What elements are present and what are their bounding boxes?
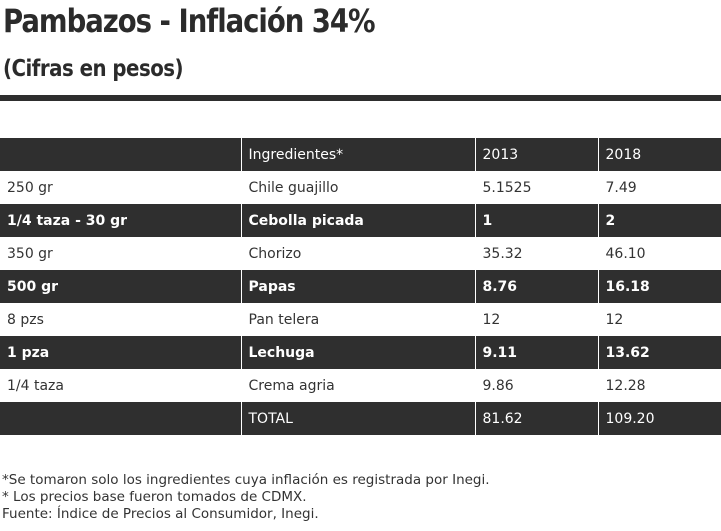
cell-2018: 12 xyxy=(597,303,721,336)
cell-ingredient: Papas xyxy=(240,270,475,303)
header-2018: 2018 xyxy=(597,138,721,171)
header-quantity xyxy=(0,138,241,171)
cell-2013: 9.11 xyxy=(474,336,598,369)
cell-2013: 1 xyxy=(474,204,598,237)
cell-ingredient: Crema agria xyxy=(240,369,475,402)
cell-ingredient: Cebolla picada xyxy=(240,204,475,237)
table-row: 1/4 taza - 30 gr Cebolla picada 1 2 xyxy=(0,204,721,237)
cell-quantity: 250 gr xyxy=(0,171,241,204)
total-label: TOTAL xyxy=(240,402,475,435)
title-divider xyxy=(0,95,721,101)
cell-ingredient: Lechuga xyxy=(240,336,475,369)
cell-quantity: 500 gr xyxy=(0,270,241,303)
footnotes: *Se tomaron solo los ingredientes cuya i… xyxy=(2,472,490,523)
table-row: 500 gr Papas 8.76 16.18 xyxy=(0,270,721,303)
footnote-cdmx: * Los precios base fueron tomados de CDM… xyxy=(2,489,307,505)
cell-ingredient: Chile guajillo xyxy=(240,171,475,204)
cell-ingredient: Pan telera xyxy=(240,303,475,336)
cell-2013: 5.1525 xyxy=(474,171,598,204)
total-2018: 109.20 xyxy=(597,402,721,435)
cell-2018: 16.18 xyxy=(597,270,721,303)
table-row: 8 pzs Pan telera 12 12 xyxy=(0,303,721,336)
total-quantity xyxy=(0,402,241,435)
cell-2018: 7.49 xyxy=(597,171,721,204)
footnote-inegi: *Se tomaron solo los ingredientes cuya i… xyxy=(2,472,490,488)
ingredients-table: Ingredientes* 2013 2018 250 gr Chile gua… xyxy=(0,138,721,435)
cell-2018: 13.62 xyxy=(597,336,721,369)
cell-quantity: 350 gr xyxy=(0,237,241,270)
table-row: 350 gr Chorizo 35.32 46.10 xyxy=(0,237,721,270)
cell-quantity: 1/4 taza - 30 gr xyxy=(0,204,241,237)
source-note: Fuente: Índice de Precios al Consumidor,… xyxy=(2,506,319,522)
cell-2013: 9.86 xyxy=(474,369,598,402)
cell-2018: 46.10 xyxy=(597,237,721,270)
cell-2013: 12 xyxy=(474,303,598,336)
cell-2018: 2 xyxy=(597,204,721,237)
cell-2018: 12.28 xyxy=(597,369,721,402)
cell-quantity: 8 pzs xyxy=(0,303,241,336)
cell-ingredient: Chorizo xyxy=(240,237,475,270)
cell-2013: 8.76 xyxy=(474,270,598,303)
page-title: Pambazos - Inflación 34% xyxy=(3,2,376,40)
page-subtitle: (Cifras en pesos) xyxy=(3,56,184,82)
header-ingredients: Ingredientes* xyxy=(240,138,475,171)
cell-quantity: 1 pza xyxy=(0,336,241,369)
table-row: 1 pza Lechuga 9.11 13.62 xyxy=(0,336,721,369)
total-row: TOTAL 81.62 109.20 xyxy=(0,402,721,435)
table-header-row: Ingredientes* 2013 2018 xyxy=(0,138,721,171)
table-row: 1/4 taza Crema agria 9.86 12.28 xyxy=(0,369,721,402)
total-2013: 81.62 xyxy=(474,402,598,435)
header-2013: 2013 xyxy=(474,138,598,171)
cell-quantity: 1/4 taza xyxy=(0,369,241,402)
cell-2013: 35.32 xyxy=(474,237,598,270)
table-row: 250 gr Chile guajillo 5.1525 7.49 xyxy=(0,171,721,204)
